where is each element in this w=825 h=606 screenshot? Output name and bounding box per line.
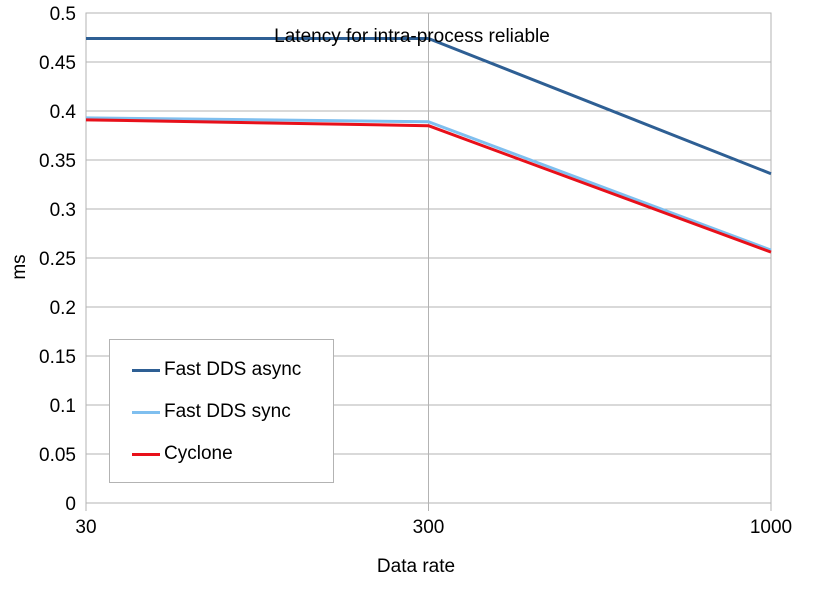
y-tick-label: 0.5 <box>50 4 76 25</box>
legend-label: Fast DDS async <box>164 359 302 380</box>
legend-item-cyclone: Cyclone <box>132 442 233 466</box>
x-tick-label: 1000 <box>750 517 792 538</box>
y-tick-label: 0.45 <box>39 53 76 74</box>
legend-item-fast-dds-sync: Fast DDS sync <box>132 400 291 424</box>
axes <box>85 12 772 511</box>
series-line-cyclone <box>85 118 772 254</box>
series-lines <box>85 36 772 254</box>
x-axis-label: Data rate <box>377 556 455 577</box>
legend-swatch <box>132 452 160 456</box>
legend: Fast DDS async Fast DDS sync Cyclone <box>109 339 334 483</box>
y-tick-label: 0.05 <box>39 445 76 466</box>
x-tick-label: 300 <box>413 517 445 538</box>
series-line-fast-dds-sync <box>85 116 772 252</box>
plot-frame <box>85 12 772 504</box>
y-tick-label: 0.4 <box>50 102 77 123</box>
x-tick-labels: 30 300 1000 <box>75 517 792 538</box>
y-tick-label: 0.1 <box>50 396 76 417</box>
series-line-fast-dds-async <box>86 36 772 176</box>
legend-label: Fast DDS sync <box>164 401 291 422</box>
legend-swatch <box>132 410 160 414</box>
legend-swatch <box>132 368 160 372</box>
y-tick-label: 0.15 <box>39 347 76 368</box>
legend-item-fast-dds-async: Fast DDS async <box>132 358 301 382</box>
y-tick-labels: 0 0.05 0.1 0.15 0.2 0.25 0.3 0.35 0.4 0.45 0.5 <box>39 4 76 515</box>
y-tick-label: 0.25 <box>39 249 76 270</box>
y-tick-label: 0 <box>65 494 76 515</box>
y-axis-label: ms <box>9 254 30 279</box>
chart-title: Latency for intra-process reliable <box>274 26 550 47</box>
legend-label: Cyclone <box>164 443 233 464</box>
x-tick-label: 30 <box>75 517 96 538</box>
y-tick-label: 0.2 <box>50 298 76 319</box>
y-tick-label: 0.3 <box>50 200 76 221</box>
y-tick-label: 0.35 <box>39 151 76 172</box>
